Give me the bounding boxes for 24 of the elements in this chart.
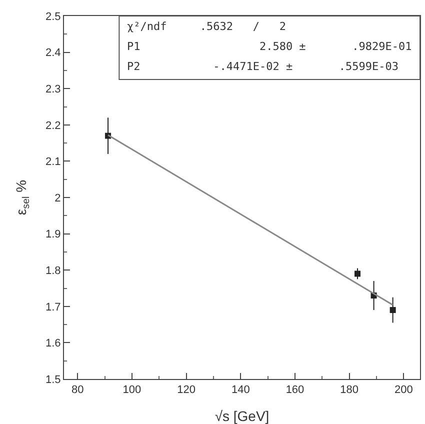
y-tick-label: 1.9 [46,228,61,241]
y-tick-label: 2 [54,192,61,204]
y-tick-label: 2.4 [46,47,61,60]
y-tick-label: 1.6 [46,338,61,350]
x-axis-title: √s [GeV] [214,408,270,424]
y-tick-label: 1.7 [46,301,61,314]
x-tick-label: 140 [231,384,250,396]
x-tick-label: 160 [286,384,304,396]
x-tick-label: 180 [340,384,359,396]
annotation: P2 -.4471E-02 ± .5599E-03 [127,60,399,73]
x-tick-label: 120 [177,384,196,396]
x-tick-label: 100 [122,384,142,396]
y-tick-label: 2.5 [46,10,61,23]
x-tick-label: 200 [394,384,413,396]
y-tick-label: 1.8 [46,264,61,277]
y-tick-label: 1.5 [46,374,61,386]
point [390,307,396,314]
y-tick-label: 2.2 [46,120,61,132]
y-tick-label: 2.3 [46,83,61,96]
y-tick-label: 2.1 [46,156,61,168]
x-tick-label: 80 [71,384,84,396]
annotation: P1 2.580 ± .9829E-01 [127,40,412,53]
point [354,270,360,277]
annotation: χ²/ndf .5632 / 2 [127,20,286,33]
